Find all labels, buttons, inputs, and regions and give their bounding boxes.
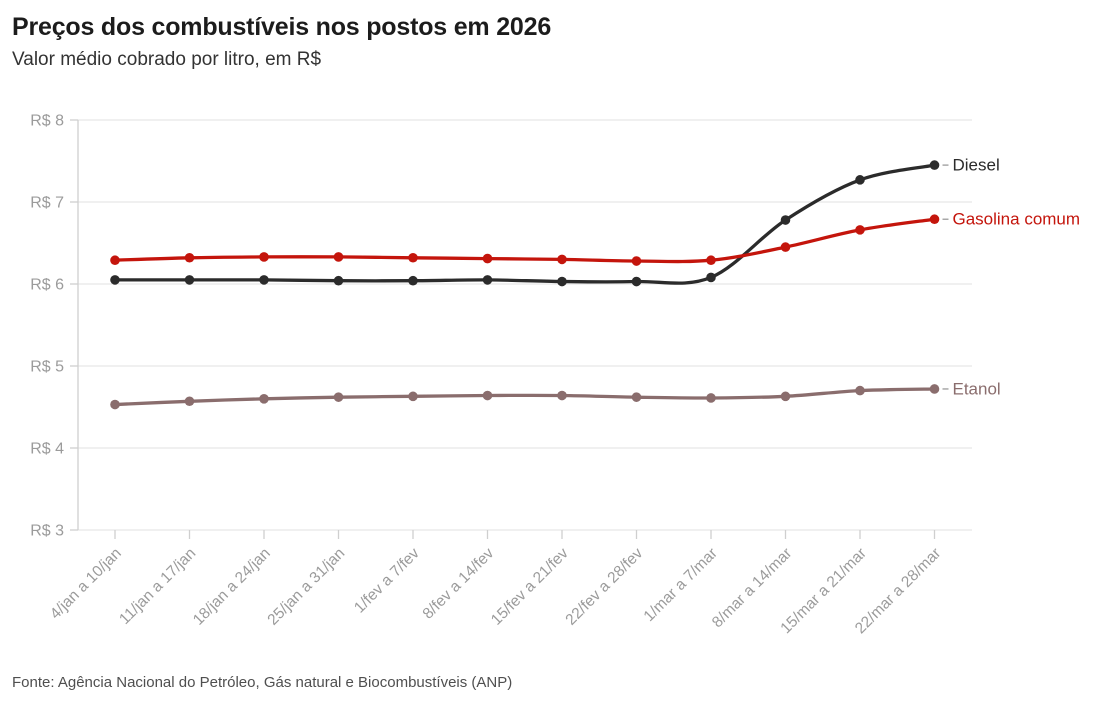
fuel-price-line-chart: R$ 3 R$ 4 R$ 5 R$ 6 R$ 7 R$ 8 4/jan a 10/jan11… (30, 113, 1080, 638)
data-point (482, 253, 493, 264)
series-label: Diesel (953, 156, 1000, 175)
x-axis-label: 8/fev a 14/fev (420, 545, 498, 623)
data-point (929, 160, 940, 170)
chart-subtitle: Valor médio cobrado por litro, em R$ (12, 49, 322, 70)
data-point (780, 391, 791, 402)
x-axis-label: 1/mar a 7/mar (641, 545, 721, 625)
y-axis-label: R$ 8 (30, 113, 64, 130)
data-point (333, 392, 344, 402)
chart-area: R$ 3 R$ 4 R$ 5 R$ 6 R$ 7 R$ 8 4/jan a 10/jan 11… (0, 100, 1100, 660)
series-etanol: Etanol (110, 379, 1001, 410)
y-axis-label: R$ 6 (30, 277, 64, 294)
data-point (333, 275, 344, 286)
x-axis-label: 18/jan a 24/jan (190, 545, 274, 629)
data-point (631, 276, 642, 287)
data-point (259, 394, 269, 404)
data-point (110, 255, 120, 266)
x-axis-label: 4/jan a 10/jan (47, 545, 125, 623)
x-axis-label: 1/fev a 7/fev (351, 545, 423, 617)
data-point (706, 272, 716, 283)
y-axis-label: R$ 3 (30, 523, 64, 540)
data-point (929, 214, 940, 225)
data-point (855, 225, 865, 235)
series-label: Gasolina comum (953, 210, 1081, 229)
data-point (929, 384, 940, 394)
data-point (408, 252, 418, 263)
x-axis-label: 22/fev a 28/fev (562, 545, 646, 629)
chart-title: Preços dos combustíveis nos postos em 20… (12, 13, 552, 41)
data-point (706, 393, 716, 403)
series-gasolina-comum: Gasolina comum (110, 210, 1080, 266)
data-point (557, 254, 567, 265)
x-axis-label: 15/fev a 21/fev (488, 545, 572, 629)
chart-header: Preços dos combustíveis nos postos em 20… (12, 12, 1088, 71)
data-point (780, 215, 791, 225)
data-point (631, 256, 642, 266)
x-axis-label: 8/mar a 14/mar (709, 545, 795, 631)
y-axis-label: R$ 7 (30, 195, 64, 212)
data-point (184, 396, 195, 407)
x-axis-label: 11/jan a 17/jan (116, 545, 199, 628)
source-note: Fonte: Agência Nacional do Petróleo, Gás… (12, 674, 513, 691)
data-point (855, 385, 865, 396)
data-point (110, 399, 120, 410)
data-point (184, 252, 195, 263)
data-point (557, 276, 567, 287)
series-label: Etanol (953, 379, 1001, 398)
series-line (113, 163, 937, 285)
data-point (333, 252, 344, 262)
series-line (113, 387, 937, 407)
data-point (780, 242, 791, 252)
y-axis-label: R$ 4 (30, 441, 64, 458)
series-line (113, 217, 937, 264)
series-diesel: Diesel (110, 156, 1000, 287)
data-point (706, 255, 716, 266)
data-point (259, 275, 269, 285)
y-axis: R$ 3 R$ 4 R$ 5 R$ 6 R$ 7 R$ 8 (30, 113, 972, 540)
data-point (408, 391, 418, 402)
y-axis-label: R$ 5 (30, 359, 64, 376)
data-point (482, 275, 493, 285)
data-point (110, 275, 120, 285)
data-point (184, 275, 195, 285)
x-axis-label: 25/jan a 31/jan (264, 545, 348, 629)
data-point (631, 392, 642, 402)
data-point (408, 275, 418, 286)
data-point (557, 390, 567, 401)
data-point (259, 252, 269, 262)
data-point (855, 175, 865, 185)
data-point (482, 390, 493, 401)
